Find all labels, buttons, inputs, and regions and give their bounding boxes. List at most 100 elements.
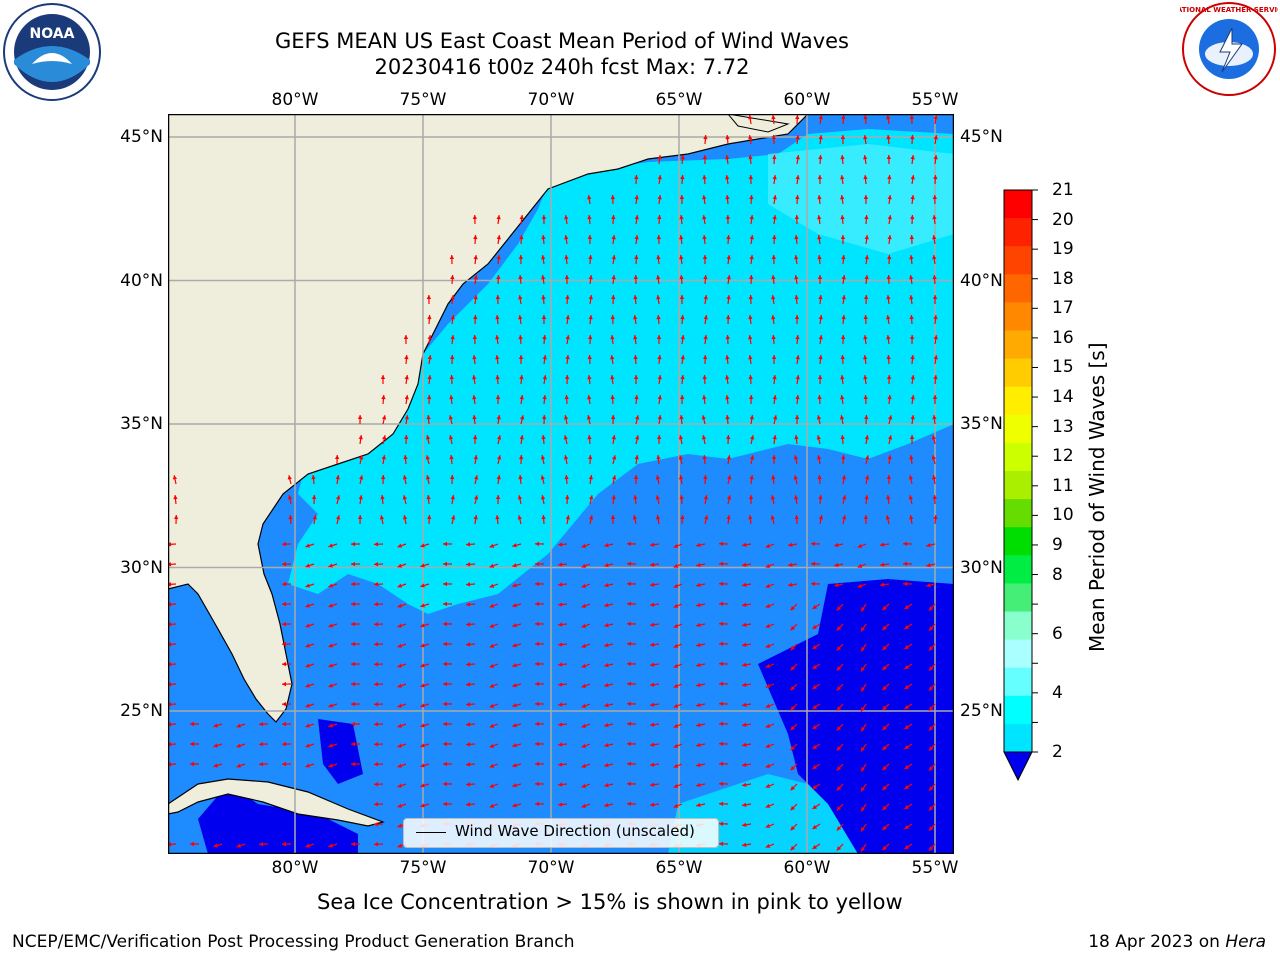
wave-direction-arrowhead	[334, 455, 340, 460]
wave-direction-arrowhead	[793, 495, 799, 500]
wave-direction-arrowhead	[903, 561, 908, 567]
wave-direction-arrowhead	[696, 802, 701, 808]
wave-direction-arrowhead	[650, 742, 655, 747]
wave-direction-arrowhead	[861, 846, 866, 852]
wave-direction-arrowhead	[790, 725, 795, 731]
wave-direction-arrowhead	[748, 295, 753, 300]
wave-direction-arrowhead	[450, 355, 455, 360]
lat-label-right: 25°N	[960, 701, 1003, 721]
wave-direction-arrowhead	[519, 415, 525, 420]
wave-direction-arrowhead	[840, 395, 845, 400]
wave-direction-arrowhead	[495, 515, 500, 520]
wave-direction-arrowhead	[449, 375, 454, 380]
wave-direction-arrowhead	[817, 175, 823, 180]
wave-direction-arrowhead	[519, 375, 524, 380]
wave-direction-arrowhead	[558, 702, 563, 707]
wave-direction-arrowhead	[472, 395, 477, 400]
wave-direction-arrowhead	[420, 563, 425, 568]
wave-direction-arrowhead	[588, 275, 593, 280]
wave-direction-arrowhead	[742, 742, 747, 748]
wave-direction-arrowhead	[840, 155, 845, 160]
wave-direction-arrowhead	[518, 315, 523, 320]
wave-direction-arrowhead	[772, 195, 777, 200]
wave-direction-arrowhead	[703, 135, 708, 140]
wave-direction-arrowhead	[443, 541, 448, 547]
wave-direction-arrowhead	[402, 515, 408, 520]
wave-direction-arrowhead	[420, 543, 425, 548]
wave-direction-arrowhead	[650, 642, 655, 647]
wave-direction-arrowhead	[673, 623, 679, 628]
wave-direction-arrowhead	[540, 455, 546, 460]
wave-direction-arrowhead	[587, 195, 592, 200]
wave-direction-arrowhead	[633, 315, 638, 320]
wave-direction-arrowhead	[904, 704, 910, 709]
wave-direction-arrowhead	[909, 335, 915, 340]
wave-direction-arrowhead	[496, 235, 501, 240]
wave-direction-arrowhead	[790, 745, 795, 751]
wave-direction-arrowhead	[771, 115, 776, 120]
wave-direction-arrowhead	[812, 824, 818, 829]
wave-direction-arrowhead	[587, 235, 593, 240]
wave-direction-arrowhead	[627, 641, 632, 647]
wave-direction-arrowhead	[519, 235, 524, 240]
wave-direction-arrowhead	[748, 375, 753, 380]
wave-direction-arrowhead	[512, 763, 517, 768]
wave-direction-arrowhead	[679, 255, 684, 260]
wave-direction-arrowhead	[633, 495, 638, 500]
wave-direction-arrowhead	[397, 603, 403, 608]
wave-direction-arrowhead	[790, 665, 795, 671]
wave-direction-arrowhead	[679, 235, 684, 240]
wave-direction-arrowhead	[909, 315, 914, 320]
wave-direction-arrowhead	[719, 601, 724, 607]
wave-direction-arrowhead	[604, 562, 609, 568]
wave-direction-arrowhead	[518, 275, 523, 280]
wave-direction-arrowhead	[673, 703, 679, 708]
wave-direction-arrowhead	[374, 742, 379, 747]
wave-direction-arrowhead	[173, 495, 178, 500]
wave-direction-arrowhead	[887, 175, 892, 180]
wave-direction-arrowhead	[558, 802, 563, 807]
wave-direction-arrowhead	[811, 561, 816, 567]
wave-direction-arrowhead	[863, 315, 868, 320]
wave-direction-arrowhead	[397, 723, 403, 728]
wave-direction-arrowhead	[404, 395, 409, 400]
wave-direction-arrowhead	[886, 475, 892, 480]
wave-direction-arrowhead	[904, 844, 910, 849]
wave-direction-arrowhead	[657, 395, 662, 400]
wave-direction-arrowhead	[495, 375, 500, 380]
wave-direction-arrowhead	[812, 724, 818, 729]
wave-direction-arrowhead	[466, 662, 471, 667]
wave-direction-arrowhead	[374, 642, 379, 647]
wave-direction-arrowhead	[861, 786, 866, 792]
wave-direction-arrowhead	[657, 355, 662, 360]
wave-direction-arrowhead	[420, 623, 425, 628]
wave-direction-arrowhead	[374, 702, 379, 707]
wave-direction-arrowhead	[542, 415, 547, 420]
wave-direction-arrowhead	[932, 255, 937, 260]
wave-direction-arrowhead	[604, 582, 609, 588]
wave-direction-arrowhead	[650, 782, 655, 787]
wave-direction-arrowhead	[587, 355, 592, 360]
wave-direction-arrowhead	[496, 435, 502, 440]
wave-direction-arrowhead	[817, 235, 822, 240]
wave-direction-arrowhead	[466, 802, 471, 807]
wave-direction-arrowhead	[443, 741, 448, 747]
wave-direction-arrowhead	[742, 642, 747, 648]
wave-direction-arrowhead	[790, 805, 795, 811]
wave-direction-arrowhead	[771, 255, 777, 260]
wave-direction-arrowhead	[673, 543, 679, 548]
wave-direction-arrowhead	[726, 235, 731, 240]
wave-direction-arrowhead	[581, 783, 587, 788]
wave-direction-arrowhead	[496, 415, 501, 420]
wave-direction-arrowhead	[817, 195, 822, 200]
wave-direction-arrowhead	[357, 415, 363, 420]
wave-direction-arrowhead	[466, 702, 471, 707]
wave-direction-arrowhead	[328, 563, 333, 568]
wave-direction-arrowhead	[450, 335, 455, 340]
wave-direction-arrowhead	[427, 375, 432, 380]
wave-direction-arrowhead	[703, 335, 708, 340]
wave-direction-arrowhead	[473, 275, 478, 280]
wave-direction-arrowhead	[443, 561, 448, 567]
wave-direction-arrowhead	[817, 275, 823, 280]
wave-direction-arrowhead	[495, 335, 500, 340]
